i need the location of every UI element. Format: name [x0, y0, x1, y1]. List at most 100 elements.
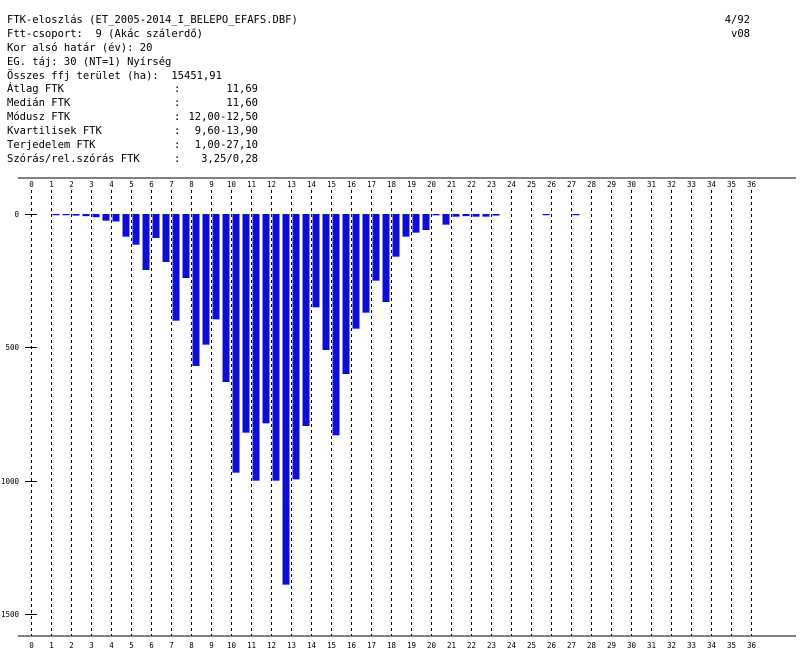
stat-row: Átlag FTK: 11,69 — [7, 83, 298, 97]
histogram-bar — [332, 214, 340, 436]
group-line: Ftt-csoport: 9 (Akác szálerdő) — [7, 27, 203, 40]
x-tick-label-top: 23 — [487, 180, 496, 189]
x-tick-label-top: 24 — [507, 180, 517, 189]
x-tick-label-top: 5 — [129, 180, 134, 189]
x-tick-label-top: 22 — [467, 180, 476, 189]
x-tick-label-bottom: 24 — [507, 641, 517, 650]
x-tick-label-top: 28 — [587, 180, 597, 189]
stat-sep: : — [174, 83, 181, 96]
stat-label: Medián FTK — [7, 97, 71, 110]
x-tick-label-top: 20 — [427, 180, 437, 189]
x-tick-label-bottom: 14 — [307, 641, 317, 650]
histogram-bar — [272, 214, 280, 481]
x-tick-label-bottom: 0 — [29, 641, 34, 650]
region-line: EG. táj: 30 (NT=1) Nyírség — [7, 55, 172, 68]
version-label: v08 — [731, 27, 750, 40]
x-tick-label-top: 27 — [567, 180, 576, 189]
x-tick-label-bottom: 22 — [467, 641, 476, 650]
x-tick-label-top: 35 — [727, 180, 736, 189]
histogram-bar — [252, 214, 260, 481]
stat-label: Módusz FTK — [7, 111, 71, 124]
histogram-bar — [322, 214, 330, 350]
page-info: 4/92 v08 — [725, 14, 750, 42]
x-tick-label-bottom: 10 — [227, 641, 237, 650]
x-tick-label-bottom: 9 — [209, 641, 214, 650]
stat-sep: : — [174, 111, 181, 124]
histogram-bar — [392, 214, 400, 257]
histogram-bar — [262, 214, 270, 424]
stat-value: 3,25/0,28 — [201, 152, 258, 165]
histogram-bar — [132, 214, 140, 245]
x-tick-label-bottom: 27 — [567, 641, 576, 650]
stat-row: Szórás/rel.szórás FTK: 3,25/0,28 — [7, 153, 298, 167]
histogram-bar — [402, 214, 410, 237]
x-tick-label-top: 12 — [267, 180, 276, 189]
x-tick-label-bottom: 16 — [347, 641, 357, 650]
x-tick-label-top: 8 — [189, 180, 194, 189]
histogram-bar — [152, 214, 160, 238]
x-tick-label-top: 33 — [687, 180, 696, 189]
stat-row: Kvartilisek FTK:9,60-13,90 — [7, 125, 298, 139]
x-tick-label-bottom: 4 — [109, 641, 114, 650]
x-tick-label-bottom: 20 — [427, 641, 437, 650]
x-tick-label-top: 21 — [447, 180, 456, 189]
x-tick-label-top: 14 — [307, 180, 317, 189]
x-tick-label-top: 25 — [527, 180, 536, 189]
histogram-bar — [422, 214, 430, 230]
x-tick-label-top: 2 — [69, 180, 74, 189]
x-tick-label-bottom: 34 — [707, 641, 717, 650]
x-tick-label-top: 34 — [707, 180, 717, 189]
x-tick-label-bottom: 33 — [687, 641, 696, 650]
histogram-bar — [472, 214, 480, 217]
histogram-bar — [542, 214, 550, 216]
stat-value: 11,69 — [226, 83, 258, 96]
stat-row: Medián FTK: 11,60 — [7, 97, 298, 111]
histogram-bar — [112, 214, 120, 222]
histogram-bar — [442, 214, 450, 225]
x-tick-label-top: 36 — [747, 180, 757, 189]
x-tick-label-bottom: 6 — [149, 641, 154, 650]
stat-label: Szórás/rel.szórás FTK — [7, 152, 140, 165]
chart-title: FTK-eloszlás (ET_2005-2014_I_BELEPO_EFAF… — [7, 14, 298, 26]
histogram-bar — [212, 214, 220, 320]
x-tick-label-bottom: 30 — [627, 641, 637, 650]
page-number: 4/92 — [724, 14, 750, 26]
histogram-bar — [242, 214, 250, 433]
histogram-bar — [102, 214, 110, 221]
histogram-bar — [72, 214, 80, 216]
x-tick-label-bottom: 2 — [69, 641, 74, 650]
x-tick-label-bottom: 12 — [267, 641, 276, 650]
header-block: FTK-eloszlás (ET_2005-2014_I_BELEPO_EFAF… — [7, 14, 298, 167]
stat-value: 9,60-13,90 — [194, 125, 258, 138]
histogram-bar — [202, 214, 210, 345]
stat-row: Terjedelem FTK:1,00-27,10 — [7, 139, 298, 153]
x-tick-label-top: 3 — [89, 180, 94, 189]
histogram-bar — [412, 214, 420, 233]
x-tick-label-top: 17 — [367, 180, 376, 189]
histogram-bar — [162, 214, 170, 262]
x-tick-label-bottom: 21 — [447, 641, 456, 650]
histogram-bar — [302, 214, 310, 426]
y-tick-label: 1000 — [1, 477, 20, 486]
x-tick-label-bottom: 1 — [49, 641, 54, 650]
histogram-bar — [372, 214, 380, 281]
x-tick-label-top: 16 — [347, 180, 357, 189]
x-tick-label-top: 30 — [627, 180, 637, 189]
x-tick-label-bottom: 36 — [747, 641, 757, 650]
stat-row: Módusz FTK:12,00-12,50 — [7, 111, 298, 125]
x-tick-label-bottom: 31 — [647, 641, 656, 650]
x-tick-label-bottom: 28 — [587, 641, 597, 650]
x-tick-label-bottom: 17 — [367, 641, 376, 650]
histogram-bar — [312, 214, 320, 308]
histogram-bar — [52, 214, 60, 216]
x-tick-label-bottom: 18 — [387, 641, 397, 650]
x-tick-label-top: 13 — [287, 180, 296, 189]
x-tick-label-bottom: 13 — [287, 641, 296, 650]
histogram-bar — [282, 214, 290, 585]
histogram-bar — [82, 214, 90, 217]
histogram-bar — [92, 214, 100, 218]
x-tick-label-top: 15 — [327, 180, 336, 189]
x-tick-label-top: 0 — [29, 180, 34, 189]
stat-sep: : — [174, 97, 181, 110]
x-tick-label-top: 11 — [247, 180, 256, 189]
